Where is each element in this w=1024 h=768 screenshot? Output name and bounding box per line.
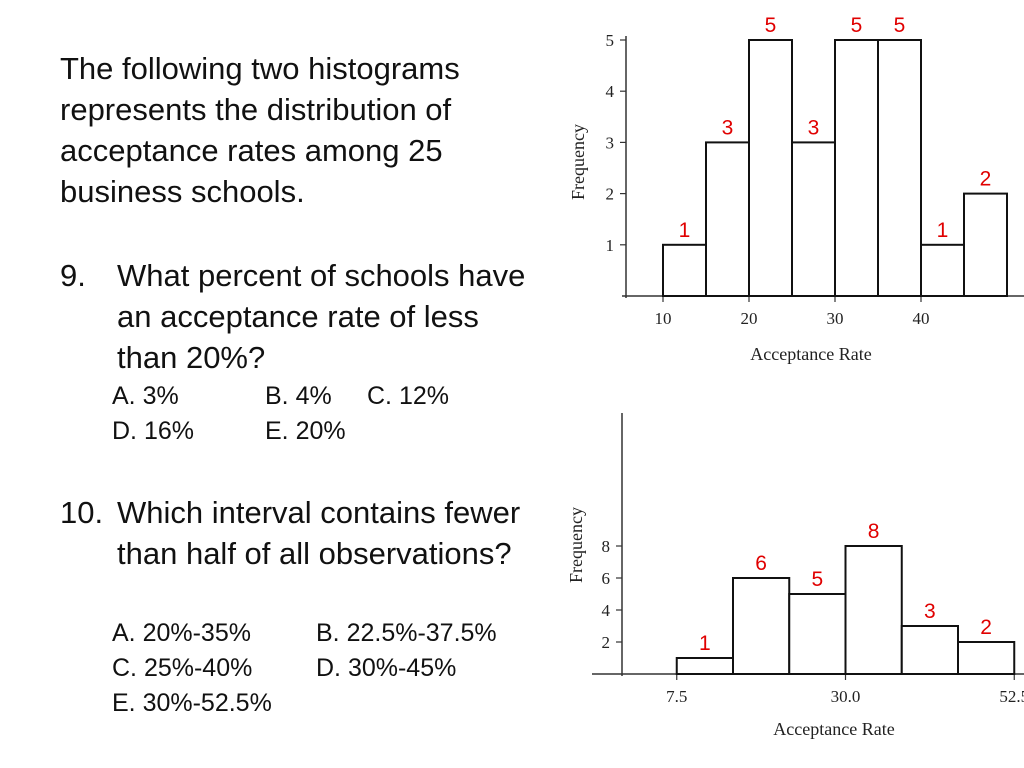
histogram-bar — [957, 641, 1016, 675]
data-label: 1 — [679, 219, 691, 242]
x-tick-label: 10 — [655, 309, 672, 328]
y-tick-label: 2 — [606, 185, 615, 204]
histogram-bar — [791, 141, 836, 297]
y-tick-label: 8 — [602, 537, 611, 556]
histogram-bar — [920, 243, 965, 298]
data-label: 1 — [937, 219, 949, 242]
histogram-bar — [963, 192, 1008, 298]
option-b[interactable]: B. 22.5%-37.5% — [316, 619, 497, 647]
y-tick-label: 5 — [606, 31, 615, 50]
data-label: 5 — [894, 14, 906, 37]
data-label: 2 — [980, 168, 992, 191]
data-label: 3 — [924, 600, 936, 623]
option-c[interactable]: C. 25%-40% — [112, 654, 253, 682]
option-d[interactable]: D. 30%-45% — [316, 654, 457, 682]
histogram-bar — [675, 657, 734, 675]
y-axis-label: Frequency — [566, 507, 586, 583]
question-text: Which interval contains fewer than half … — [117, 495, 521, 571]
y-tick-label: 3 — [606, 133, 615, 152]
y-axis-label: Frequency — [568, 124, 588, 200]
x-axis-label: Acceptance Rate — [750, 344, 871, 364]
histogram-bar — [834, 39, 879, 297]
histogram-bar — [788, 593, 847, 675]
option-d[interactable]: D. 16% — [112, 417, 194, 445]
x-tick-label: 40 — [913, 309, 930, 328]
y-tick-label: 4 — [602, 601, 611, 620]
x-tick-label: 20 — [741, 309, 758, 328]
histogram-bar — [662, 243, 707, 298]
option-a[interactable]: A. 20%-35% — [112, 619, 251, 647]
option-c[interactable]: C. 12% — [367, 382, 449, 410]
y-tick-label: 4 — [606, 82, 615, 101]
x-tick-label: 7.5 — [666, 687, 687, 706]
data-label: 2 — [980, 616, 992, 639]
option-e[interactable]: E. 30%-52.5% — [112, 689, 272, 717]
y-tick-label: 6 — [602, 569, 611, 588]
x-tick-label: 30.0 — [831, 687, 861, 706]
y-tick-label: 1 — [606, 236, 615, 255]
data-label: 6 — [755, 552, 767, 575]
question-number: 9. — [60, 258, 86, 293]
histogram-bar — [844, 545, 903, 675]
histogram-bar — [900, 625, 959, 675]
option-e[interactable]: E. 20% — [265, 417, 346, 445]
x-axis-label: Acceptance Rate — [773, 719, 894, 739]
option-a[interactable]: A. 3% — [112, 382, 179, 410]
data-label: 5 — [851, 14, 863, 37]
data-label: 5 — [812, 568, 824, 591]
option-b[interactable]: B. 4% — [265, 382, 332, 410]
data-label: 5 — [765, 14, 777, 37]
x-tick-label: 52.5 — [999, 687, 1024, 706]
histogram-bar — [705, 141, 750, 297]
histogram-top: 1 2 3 4 5 10 20 30 40 1 3 5 3 5 5 1 2 Acceptance Rate Freq… — [568, 14, 1024, 364]
histogram-bar — [732, 577, 791, 675]
data-label: 1 — [699, 632, 711, 655]
data-label: 3 — [808, 116, 820, 139]
question-text: What percent of schools have an acceptan… — [117, 258, 526, 375]
histogram-bar — [748, 39, 793, 297]
question-number: 10. — [60, 495, 104, 530]
histogram-bar — [877, 39, 922, 297]
intro-text: The following two histograms represents … — [60, 51, 460, 209]
histogram-bottom: 2 4 6 8 7.5 30.0 52.5 1 6 5 8 3 2 Acceptance Rate Freq… — [566, 413, 1024, 739]
x-tick-label: 30 — [827, 309, 844, 328]
data-label: 3 — [722, 116, 734, 139]
data-label: 8 — [868, 520, 880, 543]
y-tick-label: 2 — [602, 633, 611, 652]
